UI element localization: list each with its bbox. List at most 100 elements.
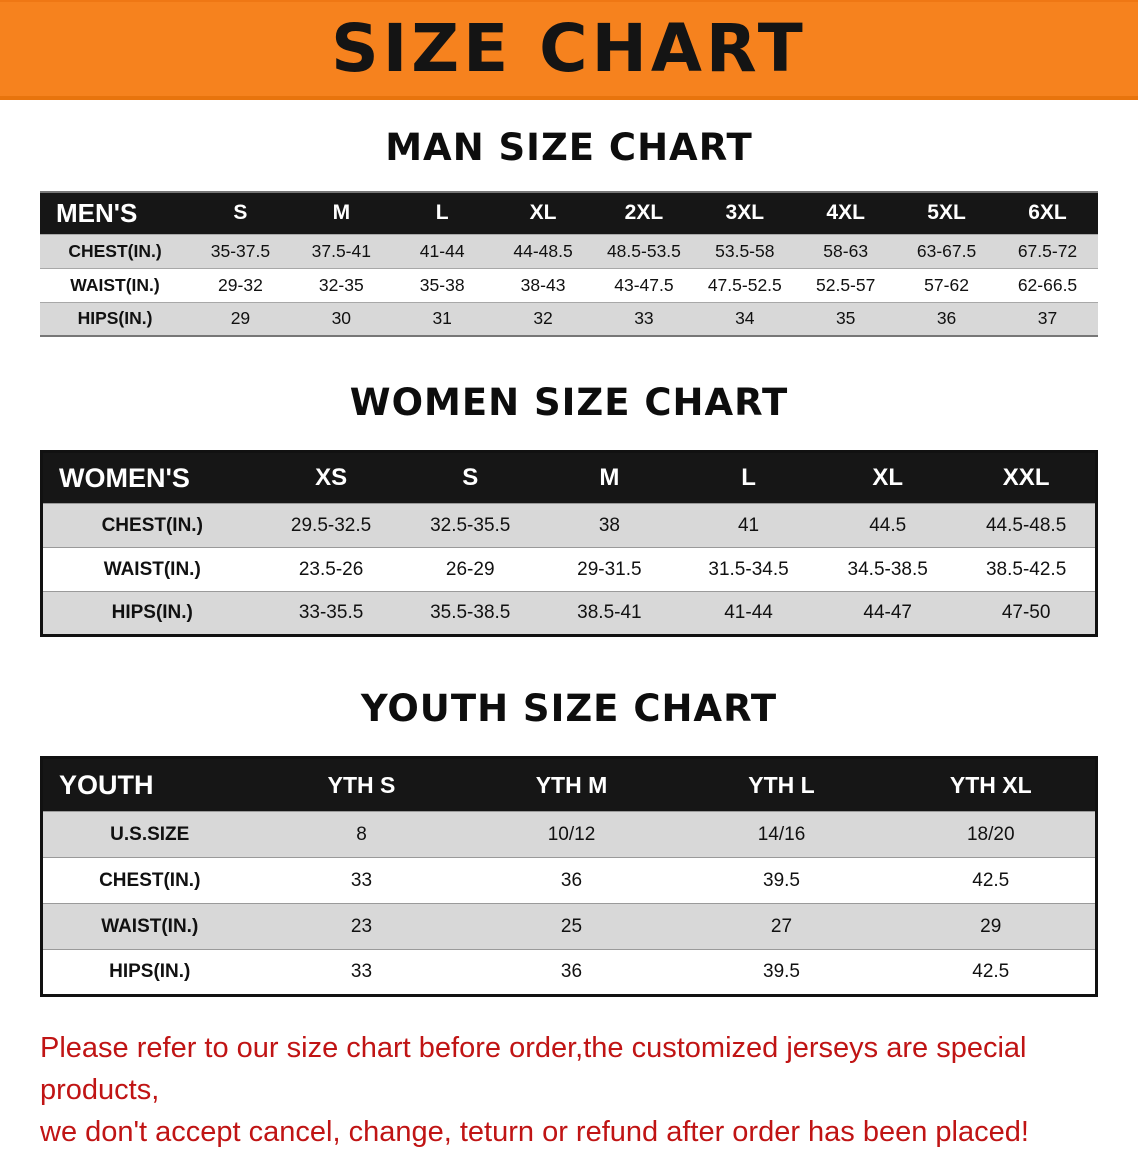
measurement-value-cell: 29-31.5 xyxy=(539,547,679,592)
measurement-value-cell: 37 xyxy=(997,302,1098,336)
row-label-cell: HIPS(IN.) xyxy=(41,591,262,636)
measurement-value-cell: 32-35 xyxy=(290,268,392,302)
table-category-header: YOUTH xyxy=(41,757,257,812)
man-chart-title: MAN SIZE CHART xyxy=(385,126,753,169)
measurement-value-cell: 47-50 xyxy=(957,591,1097,636)
measurement-value-cell: 27 xyxy=(676,903,887,950)
women-chart-title: WOMEN SIZE CHART xyxy=(349,381,789,424)
size-column-header: XL xyxy=(492,192,594,234)
measurement-value-cell: 25 xyxy=(466,903,677,950)
measurement-value-cell: 35 xyxy=(795,302,897,336)
measurement-value-cell: 26-29 xyxy=(400,547,540,592)
measurement-value-cell: 36 xyxy=(466,857,677,904)
measurement-value-cell: 47.5-52.5 xyxy=(694,268,796,302)
measurement-value-cell: 23 xyxy=(256,903,467,950)
banner-title: SIZE CHART xyxy=(331,10,807,87)
measurement-value-cell: 58-63 xyxy=(795,234,897,268)
measurement-value-cell: 35.5-38.5 xyxy=(400,591,540,636)
measurement-value-cell: 34 xyxy=(694,302,796,336)
table-header-row: MEN'S S M L XL 2XL 3XL 4XL 5XL 6XL xyxy=(40,192,1098,234)
table-row: U.S.SIZE 8 10/12 14/16 18/20 xyxy=(41,811,1097,858)
measurement-value-cell: 18/20 xyxy=(886,811,1097,858)
measurement-value-cell: 33-35.5 xyxy=(261,591,401,636)
table-row: CHEST(IN.) 29.5-32.5 32.5-35.5 38 41 44.5 44.5… xyxy=(41,503,1097,548)
table-row: WAIST(IN.) 23 25 27 29 xyxy=(41,903,1097,950)
measurement-value-cell: 38-43 xyxy=(492,268,594,302)
size-column-header: M xyxy=(539,451,679,504)
measurement-value-cell: 62-66.5 xyxy=(997,268,1098,302)
table-row: HIPS(IN.) 33 36 39.5 42.5 xyxy=(41,949,1097,996)
measurement-value-cell: 53.5-58 xyxy=(694,234,796,268)
table-header-row: WOMEN'S XS S M L XL XXL xyxy=(41,451,1097,504)
table-row: WAIST(IN.) 23.5-26 26-29 29-31.5 31.5-34.5 34… xyxy=(41,547,1097,592)
row-label-cell: WAIST(IN.) xyxy=(41,903,257,950)
size-column-header: L xyxy=(391,192,493,234)
row-label-cell: CHEST(IN.) xyxy=(40,234,190,268)
row-label-cell: WAIST(IN.) xyxy=(40,268,190,302)
measurement-value-cell: 29.5-32.5 xyxy=(261,503,401,548)
man-size-chart-section: MAN SIZE CHART MEN'S S M L XL 2XL 3XL 4XL 5XL 6XL… xyxy=(0,126,1138,337)
measurement-value-cell: 8 xyxy=(256,811,467,858)
youth-chart-title: YOUTH SIZE CHART xyxy=(360,687,778,730)
measurement-value-cell: 32 xyxy=(492,302,594,336)
measurement-value-cell: 10/12 xyxy=(466,811,677,858)
row-label-cell: WAIST(IN.) xyxy=(41,547,262,592)
measurement-value-cell: 41 xyxy=(678,503,819,548)
measurement-value-cell: 41-44 xyxy=(678,591,819,636)
measurement-value-cell: 33 xyxy=(256,949,467,996)
size-column-header: XXL xyxy=(957,451,1097,504)
youth-size-table: YOUTH YTH S YTH M YTH L YTH XL U.S.SIZE 8 10/12… xyxy=(40,756,1098,997)
measurement-value-cell: 36 xyxy=(896,302,997,336)
measurement-value-cell: 43-47.5 xyxy=(593,268,695,302)
row-label-cell: HIPS(IN.) xyxy=(41,949,257,996)
size-column-header: L xyxy=(678,451,819,504)
table-category-header: MEN'S xyxy=(40,192,190,234)
measurement-value-cell: 57-62 xyxy=(896,268,997,302)
measurement-value-cell: 41-44 xyxy=(391,234,493,268)
measurement-value-cell: 33 xyxy=(593,302,695,336)
size-column-header: S xyxy=(190,192,291,234)
table-row: HIPS(IN.) 33-35.5 35.5-38.5 38.5-41 41-44 44-… xyxy=(41,591,1097,636)
measurement-value-cell: 52.5-57 xyxy=(795,268,897,302)
measurement-value-cell: 42.5 xyxy=(886,857,1097,904)
size-column-header: M xyxy=(290,192,392,234)
measurement-value-cell: 37.5-41 xyxy=(290,234,392,268)
measurement-value-cell: 39.5 xyxy=(676,949,887,996)
size-column-header: 2XL xyxy=(593,192,695,234)
measurement-value-cell: 36 xyxy=(466,949,677,996)
measurement-value-cell: 30 xyxy=(290,302,392,336)
table-header-row: YOUTH YTH S YTH M YTH L YTH XL xyxy=(41,757,1097,812)
measurement-value-cell: 38.5-42.5 xyxy=(957,547,1097,592)
measurement-value-cell: 48.5-53.5 xyxy=(593,234,695,268)
disclaimer-line-2: we don't accept cancel, change, teturn o… xyxy=(40,1116,1029,1149)
measurement-value-cell: 33 xyxy=(256,857,467,904)
measurement-value-cell: 29-32 xyxy=(190,268,291,302)
size-chart-banner: SIZE CHART xyxy=(0,0,1138,100)
size-column-header: YTH XL xyxy=(886,757,1097,812)
size-column-header: XS xyxy=(261,451,401,504)
measurement-value-cell: 35-37.5 xyxy=(190,234,291,268)
women-size-table: WOMEN'S XS S M L XL XXL CHEST(IN.) 29.5-32.5 32.5… xyxy=(40,450,1098,637)
table-category-header: WOMEN'S xyxy=(41,451,262,504)
size-column-header: S xyxy=(400,451,540,504)
measurement-value-cell: 38.5-41 xyxy=(539,591,679,636)
measurement-value-cell: 38 xyxy=(539,503,679,548)
measurement-value-cell: 32.5-35.5 xyxy=(400,503,540,548)
size-column-header: XL xyxy=(818,451,958,504)
measurement-value-cell: 63-67.5 xyxy=(896,234,997,268)
size-column-header: 6XL xyxy=(997,192,1098,234)
size-column-header: 5XL xyxy=(896,192,997,234)
women-size-chart-section: WOMEN SIZE CHART WOMEN'S XS S M L XL XXL CHEST(… xyxy=(0,381,1138,637)
disclaimer-line-1: Please refer to our size chart before or… xyxy=(40,1032,1027,1107)
measurement-value-cell: 23.5-26 xyxy=(261,547,401,592)
measurement-value-cell: 35-38 xyxy=(391,268,493,302)
size-column-header: YTH S xyxy=(256,757,467,812)
row-label-cell: CHEST(IN.) xyxy=(41,857,257,904)
table-row: CHEST(IN.) 33 36 39.5 42.5 xyxy=(41,857,1097,904)
measurement-value-cell: 29 xyxy=(190,302,291,336)
measurement-value-cell: 34.5-38.5 xyxy=(818,547,958,592)
size-column-header: YTH L xyxy=(676,757,887,812)
row-label-cell: CHEST(IN.) xyxy=(41,503,262,548)
measurement-value-cell: 44-47 xyxy=(818,591,958,636)
row-label-cell: U.S.SIZE xyxy=(41,811,257,858)
